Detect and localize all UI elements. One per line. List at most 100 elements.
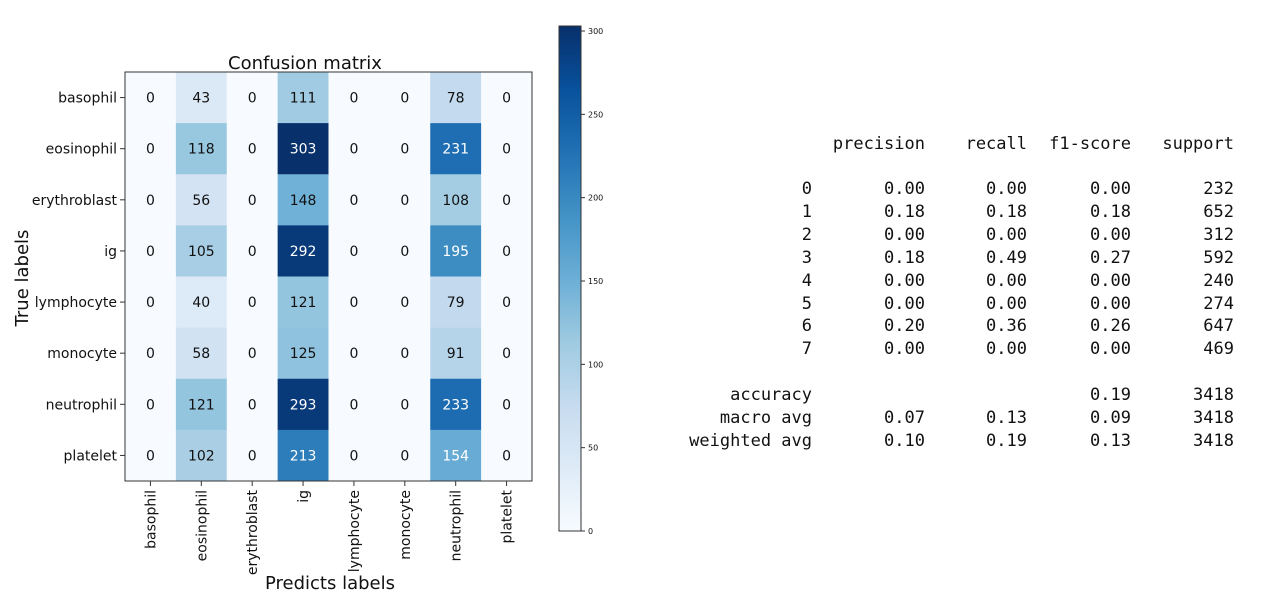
x-tick-label: platelet — [500, 489, 516, 543]
heatmap-cell — [125, 72, 177, 124]
cell-value-label: 0 — [349, 244, 358, 260]
report-f1: 0.13 — [1090, 430, 1131, 451]
report-support: 469 — [1203, 339, 1234, 360]
cell-value-label: 0 — [349, 397, 358, 413]
cell-value-label: 91 — [447, 346, 465, 362]
chart-title: Confusion matrix — [228, 53, 382, 74]
heatmap-cell — [430, 429, 482, 482]
cell-value-label: 233 — [442, 397, 469, 413]
heatmap-cell — [328, 327, 380, 380]
heatmap-cell — [277, 174, 329, 226]
report-support: 592 — [1203, 247, 1234, 268]
report-support: 3418 — [1193, 407, 1234, 428]
y-axis-label: True labels — [12, 230, 33, 328]
y-tick-label: neutrophil — [46, 397, 117, 413]
heatmap-cell — [277, 378, 329, 431]
heatmap-cell — [430, 378, 482, 431]
heatmap-cell — [175, 225, 228, 277]
cell-value-label: 78 — [447, 91, 465, 107]
heatmap-cell — [226, 123, 279, 175]
cell-value-label: 0 — [146, 397, 155, 413]
heatmap-cell — [328, 123, 380, 175]
heatmap-cell — [379, 174, 431, 226]
cell-value-label: 0 — [502, 448, 511, 464]
y-tick-label: basophil — [58, 91, 117, 107]
confusion-matrix-chart: Confusion matrix Predicts labels True la… — [12, 25, 603, 594]
report-precision: 0.00 — [884, 339, 925, 360]
heatmap-cell — [125, 276, 177, 329]
cell-value-label: 293 — [290, 397, 317, 413]
cell-value-label: 102 — [188, 448, 215, 464]
report-row-label: 6 — [801, 316, 812, 337]
cell-value-label: 0 — [502, 91, 511, 107]
report-precision: 0.00 — [884, 270, 925, 291]
colorbar — [558, 25, 582, 532]
cell-value-label: 125 — [290, 346, 317, 362]
cell-value-label: 0 — [400, 142, 409, 158]
cell-value-label: 0 — [502, 244, 511, 260]
report-summary-label: weighted avg — [689, 430, 812, 451]
heatmap-cell — [175, 72, 228, 124]
heatmap-cell — [175, 378, 228, 431]
report-row-label: 5 — [801, 293, 812, 314]
cell-value-label: 0 — [349, 295, 358, 311]
cell-value-label: 0 — [248, 397, 257, 413]
heatmap-cell — [328, 174, 380, 226]
report-f1: 0.09 — [1090, 407, 1131, 428]
colorbar-tick-label: 300 — [588, 27, 603, 36]
heatmap-cell — [379, 327, 431, 380]
cell-value-label: 0 — [502, 346, 511, 362]
heatmap-cell — [379, 378, 431, 431]
x-tick-labels: basophil eosinophil erythroblast ig lymphocy… — [143, 481, 516, 575]
x-tick-label: lymphocyte — [347, 490, 363, 572]
cell-value-label: 148 — [290, 193, 317, 209]
heatmap-cell — [277, 276, 329, 329]
report-recall: 0.13 — [986, 407, 1027, 428]
heatmap-cell — [328, 429, 380, 482]
heatmap-cell — [125, 327, 177, 380]
report-recall: 0.00 — [986, 179, 1027, 199]
colorbar-tick-label: 150 — [588, 277, 603, 286]
report-precision: 0.00 — [884, 293, 925, 314]
heatmap-cell — [430, 72, 482, 124]
report-support: 232 — [1203, 179, 1234, 199]
heatmap-cells — [125, 72, 533, 482]
report-precision: 0.10 — [884, 430, 925, 451]
report-support: 647 — [1203, 316, 1234, 337]
report-precision: 0.00 — [884, 224, 925, 245]
y-tick-label: platelet — [64, 448, 118, 464]
heatmap-cell — [175, 429, 228, 482]
x-axis-label: Predicts labels — [265, 573, 395, 594]
heatmap-cell — [379, 225, 431, 277]
cell-value-label: 0 — [146, 448, 155, 464]
cell-value-label: 0 — [146, 142, 155, 158]
colorbar-tick-label: 0 — [588, 527, 593, 536]
report-row-label: 3 — [801, 247, 812, 268]
report-recall: 0.00 — [986, 339, 1027, 360]
heatmap-cell — [226, 174, 279, 226]
heatmap-cell — [226, 225, 279, 277]
cell-value-label: 105 — [188, 244, 215, 260]
heatmap-cell — [430, 174, 482, 226]
cell-value-label: 303 — [290, 142, 317, 158]
cell-value-label: 118 — [188, 142, 215, 158]
report-recall: 0.36 — [986, 316, 1027, 337]
x-tick-label: monocyte — [398, 490, 414, 560]
report-precision: 0.18 — [884, 201, 925, 222]
x-tick-label: basophil — [143, 490, 159, 549]
report-f1: 0.26 — [1090, 316, 1131, 337]
cell-value-label: 40 — [192, 295, 210, 311]
cell-value-label: 0 — [248, 244, 257, 260]
heatmap-cell — [175, 123, 228, 175]
report-support: 3418 — [1193, 430, 1234, 451]
report-row-label: 1 — [801, 201, 812, 222]
heatmap-cell — [481, 225, 533, 277]
report-header: support — [1162, 134, 1234, 154]
heatmap-cell — [328, 225, 380, 277]
cell-value-label: 0 — [349, 346, 358, 362]
x-tick-label: neutrophil — [449, 490, 465, 561]
report-header: recall — [965, 134, 1027, 154]
heatmap-cell — [481, 378, 533, 431]
x-tick-label: ig — [296, 490, 312, 503]
heatmap-cell — [430, 225, 482, 277]
